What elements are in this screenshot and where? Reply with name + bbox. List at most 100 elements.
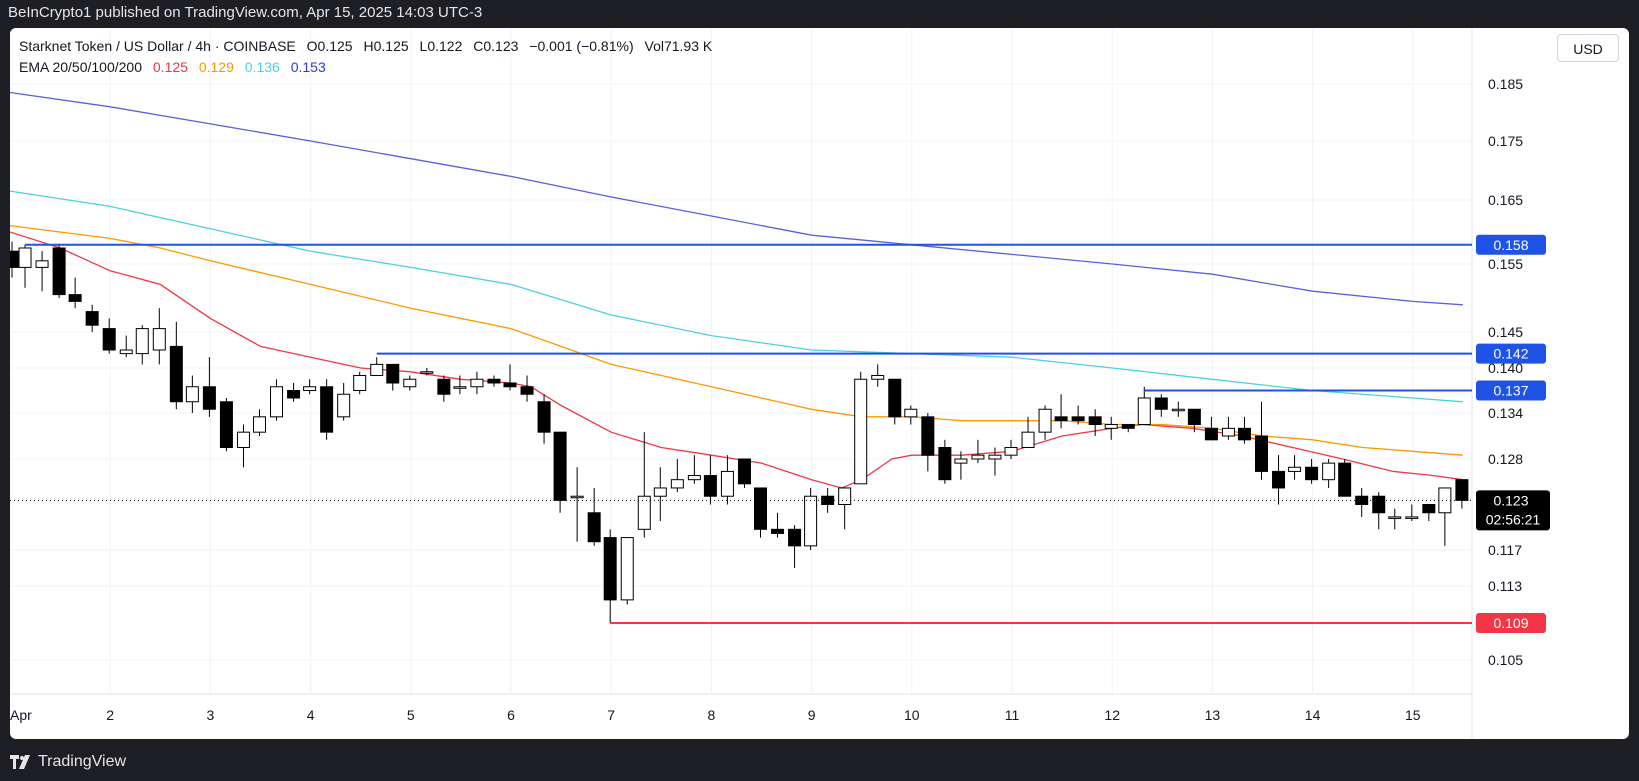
candle-down [1187,408,1201,425]
ema-row[interactable]: EMA 20/50/100/200 0.125 0.129 0.136 0.15… [19,57,712,78]
y-tick-label: 0.134 [1488,405,1523,421]
resistance-level-label-bg [1476,380,1546,401]
candle-up [470,378,484,388]
candle-up [1038,408,1052,433]
candle-down [1338,462,1352,497]
candle-down [219,401,233,448]
candle-down [1237,427,1251,441]
candle-up [1021,431,1035,448]
candle-down [102,328,116,351]
candle-down [1272,470,1286,489]
y-tick-label: 0.175 [1488,133,1523,149]
candle-down [771,528,785,534]
price-chart[interactable]: 0.158 0.142 0.137 0.109 0.123 02:56:21 0.105 0.… [10,28,1629,739]
candle-down [1154,397,1168,410]
candle-up [904,408,918,418]
candle-down [888,378,902,418]
candle-down [520,386,534,395]
candle-down [52,247,66,296]
price-change: −0.001 (−0.81%) [529,38,634,54]
x-tick-label: 6 [507,707,515,723]
symbol-name[interactable]: Starknet Token / US Dollar [19,38,184,54]
candle-up [988,454,1002,460]
candle-down [788,528,802,547]
candle-down [821,495,835,505]
x-tick-label: 8 [708,707,716,723]
current-price-label-bg [1476,490,1550,531]
ema20-value: 0.125 [152,59,188,75]
volume: Vol71.93 K [644,38,713,54]
candle-up [838,487,852,506]
candle-up [35,260,49,268]
candle-up [1171,408,1185,412]
candle-up [720,470,734,497]
footer-bar: TradingView [0,742,1639,781]
chart-panel[interactable]: 0.158 0.142 0.137 0.109 0.123 02:56:21 0.105 0.… [10,28,1629,739]
candle-down [10,250,19,268]
candle-up [370,363,384,376]
candle-down [68,294,82,302]
candle-down [938,447,952,481]
candle-down [1054,416,1068,422]
y-tick-label: 0.117 [1488,542,1522,558]
candle-down [1422,504,1436,514]
x-tick-label: 2 [106,707,114,723]
resistance-level-label: 0.137 [1493,383,1528,399]
ema-label: EMA 20/50/100/200 [19,59,142,75]
candle-down [1305,466,1319,481]
tradingview-logo[interactable]: TradingView [10,742,126,781]
candle-up [687,475,701,481]
candle-up [270,386,284,418]
candle-down [753,487,767,530]
candle-up [670,479,684,489]
candle-down [737,458,751,485]
candle-up [185,386,199,403]
candle-down [287,390,301,399]
candle-up [1104,424,1118,429]
tradingview-icon [10,754,30,769]
candle-up [971,454,985,460]
y-tick-label: 0.145 [1488,324,1523,340]
resistance-level-label: 0.158 [1493,237,1528,253]
ema50-value: 0.129 [198,59,234,75]
candle-up [420,371,434,374]
candle-up [303,386,317,391]
publisher-text: BeInCrypto1 published on TradingView.com… [8,4,483,21]
y-tick-label: 0.165 [1488,192,1523,208]
candle-down [487,378,501,384]
candle-down [1088,416,1102,426]
x-tick-label: 7 [607,707,615,723]
ema-line-ema200 [10,91,1463,306]
ema-line-ema100 [10,190,1463,403]
candle-down [703,475,717,497]
currency-button[interactable]: USD [1557,34,1619,62]
candle-down [386,363,400,384]
candle-down [1455,479,1469,501]
candle-up [871,375,885,380]
resistance-level-label: 0.142 [1493,346,1528,362]
candle-up [1405,516,1419,519]
x-tick-label: 3 [207,707,215,723]
candle-down [1071,416,1085,422]
candle-down [1355,495,1369,505]
candle-up [1004,447,1018,456]
candle-down [537,401,551,433]
ohlc-open: O0.125 [306,38,353,54]
candle-down [1254,435,1268,472]
candle-up [1388,516,1402,519]
interval: 4h [195,38,211,54]
y-tick-label: 0.155 [1488,256,1523,272]
ohlc-close: C0.123 [473,38,519,54]
candle-up [337,393,351,418]
candle-up [152,328,166,351]
candle-up [1288,466,1302,472]
candle-down [202,386,216,410]
x-tick-label: Apr [10,707,32,723]
ema100-value: 0.136 [244,59,280,75]
tradingview-text: TradingView [38,753,127,770]
x-tick-label: 5 [407,707,415,723]
candle-up [570,495,584,499]
resistance-level-label-bg [1476,234,1546,255]
candle-up [119,349,133,355]
candle-down [1204,427,1218,441]
